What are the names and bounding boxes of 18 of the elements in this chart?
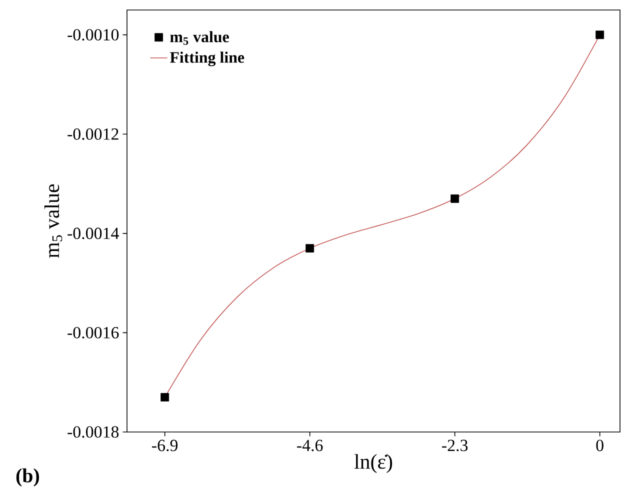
legend-label: m$_{5}$ value (170, 31, 229, 45)
point (306, 244, 314, 253)
point (596, 30, 604, 40)
text: (b) (16, 468, 39, 486)
y-tick-label: -0.0016 (68, 326, 119, 338)
legend-label: Fitting line (170, 52, 244, 66)
y-tick-label: -0.0018 (68, 426, 119, 438)
y-axis-title: m$_{5}$ value (44, 184, 62, 258)
y-tick-label: -0.0012 (68, 128, 118, 140)
x-tick-label: -6.9 (152, 440, 178, 452)
point (450, 194, 460, 203)
point (160, 393, 170, 402)
x-tick-label: 0 (596, 440, 604, 452)
y-tick-label: -0.0014 (68, 228, 119, 240)
x-tick-label: -2.3 (442, 440, 468, 452)
x-tick-label: -4.6 (297, 440, 323, 452)
x-axis-title: ln(ε̇) (354, 454, 392, 474)
y-tick-label: -0.0010 (68, 29, 119, 41)
